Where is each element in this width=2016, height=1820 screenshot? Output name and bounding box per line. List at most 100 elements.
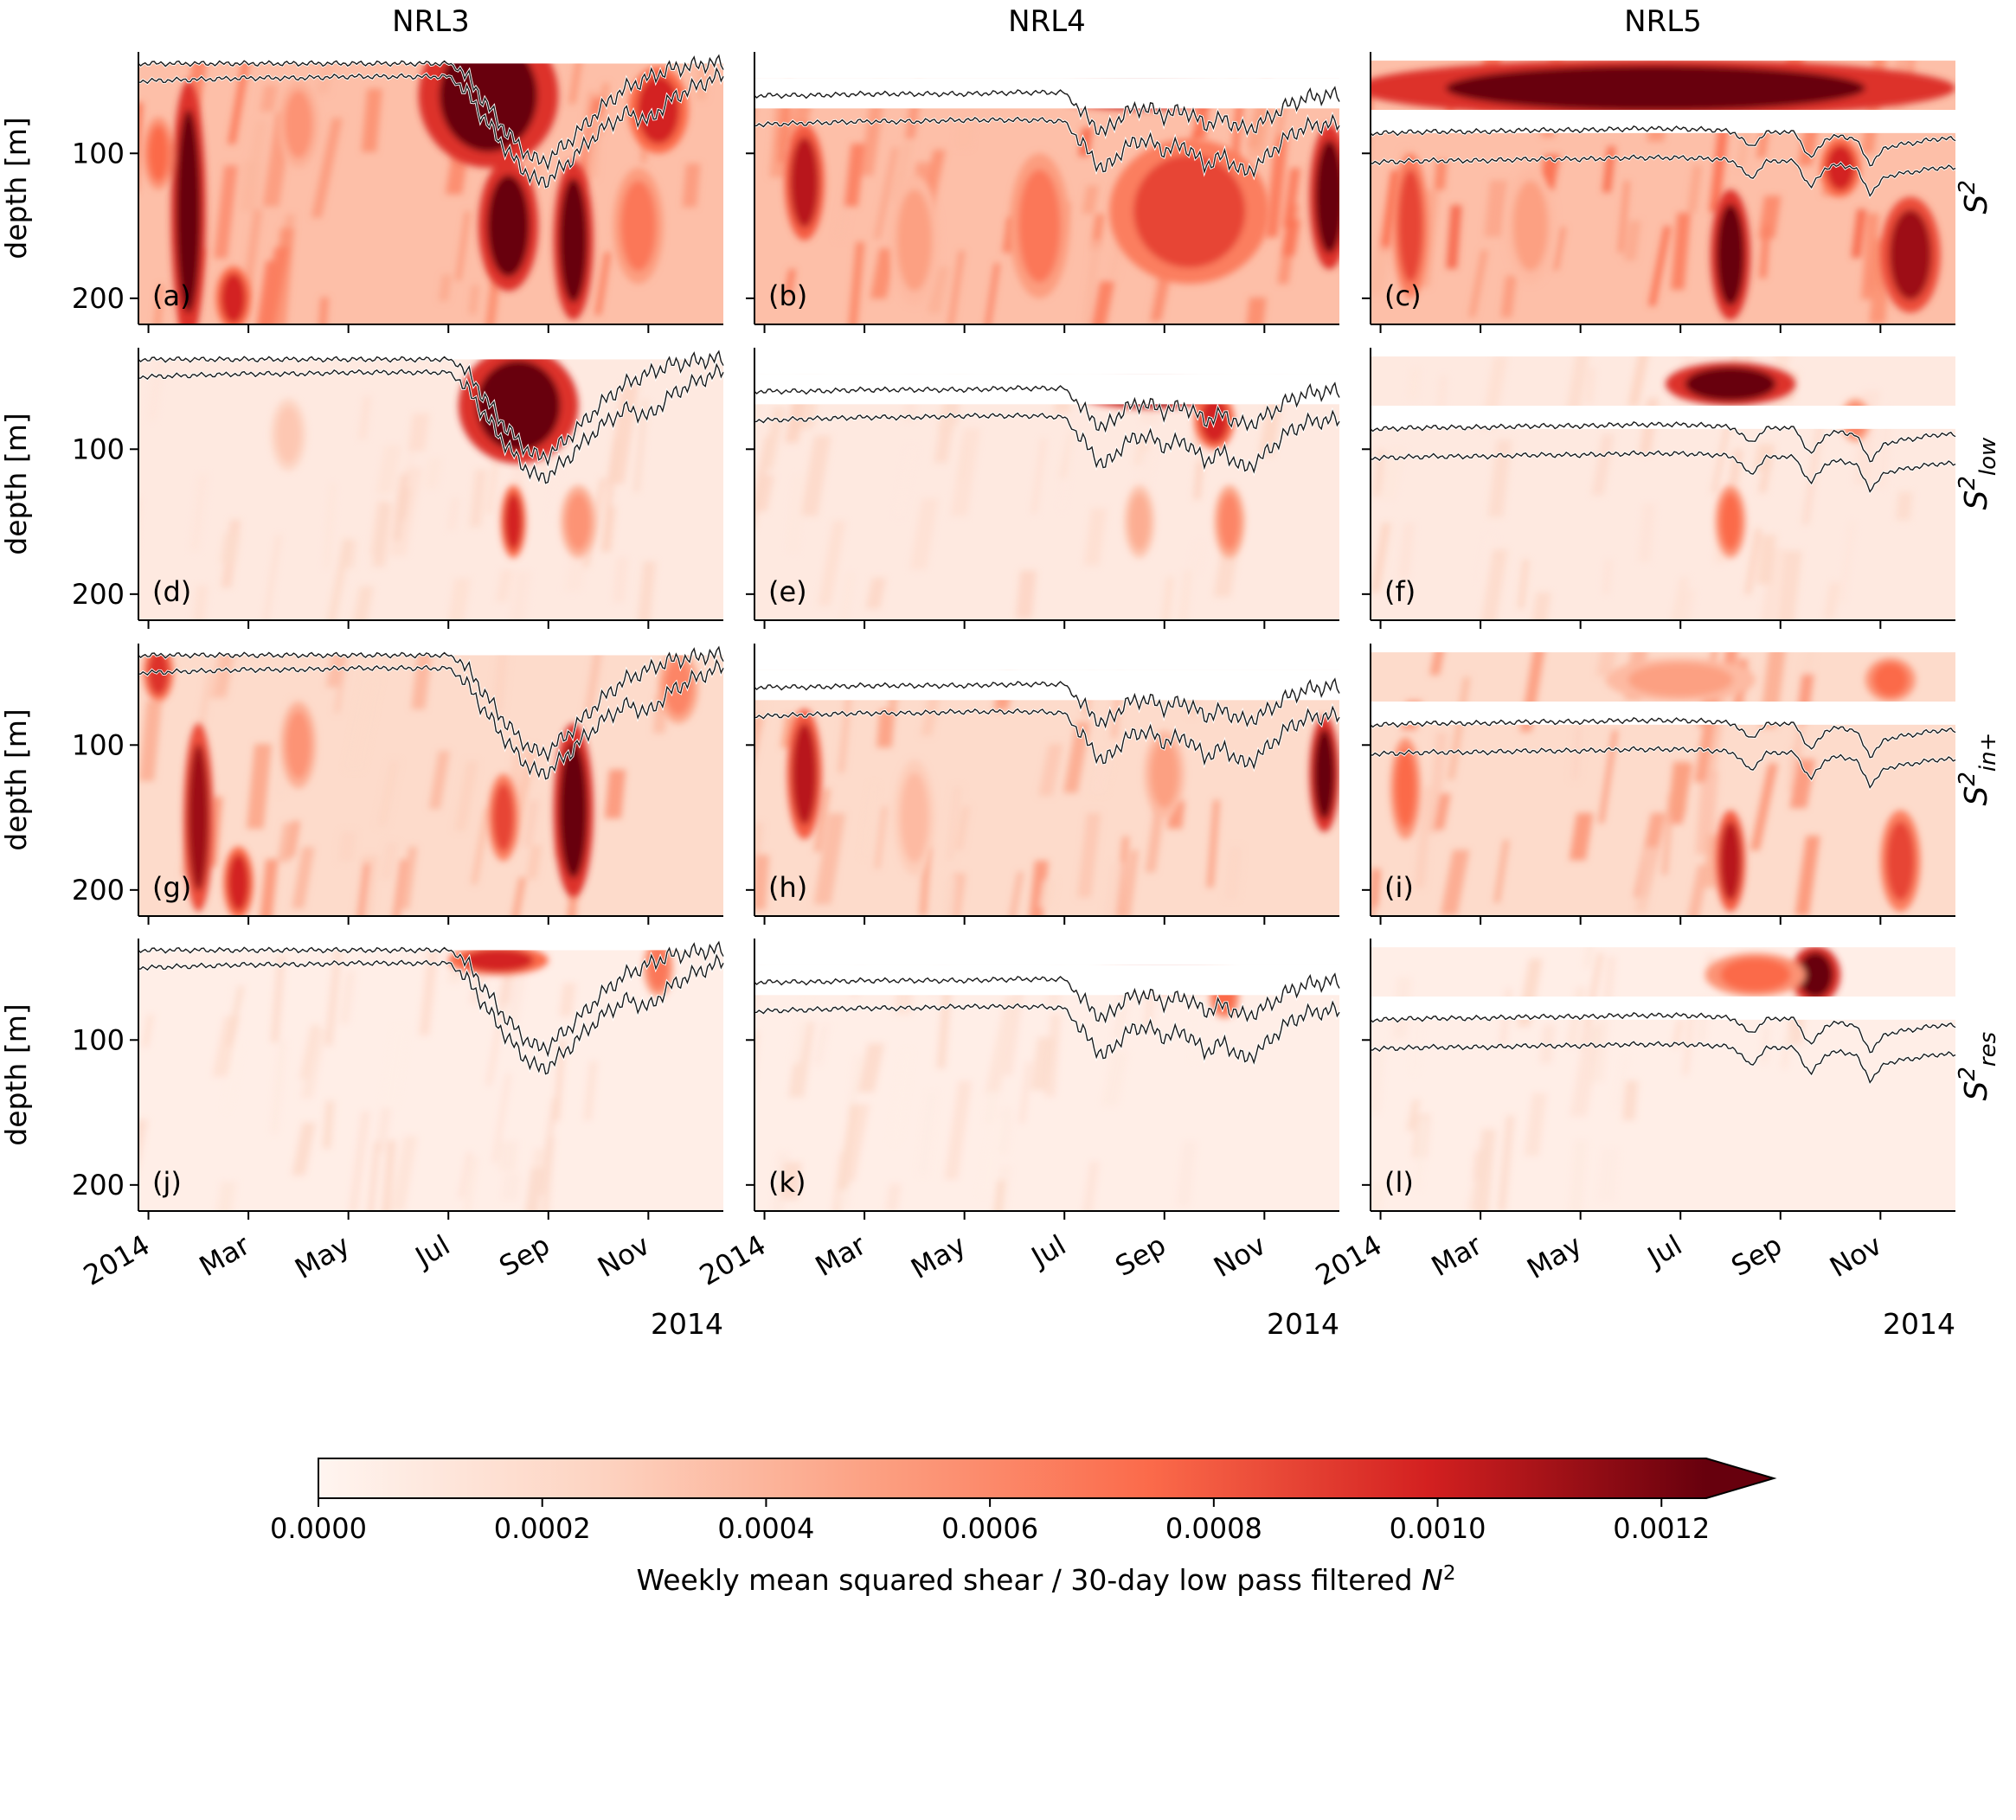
heatmap-streak <box>594 252 612 316</box>
heatmap-streak <box>337 831 356 862</box>
isopycnal-line <box>1370 125 1956 167</box>
heatmap-streak <box>1347 1163 1369 1240</box>
no-data-top <box>138 939 723 951</box>
heatmap-streak <box>260 535 282 620</box>
heatmap-blob-core <box>221 273 246 324</box>
heatmap-streak <box>189 474 209 552</box>
panel-c: (c) NRL5 S2 <box>1362 4 1994 333</box>
heatmap-streak <box>469 469 487 528</box>
heatmap-streak <box>1187 541 1206 574</box>
heatmap-streak <box>1434 160 1448 190</box>
x-tick-label: Jul <box>1024 1228 1071 1274</box>
heatmap-streak <box>1518 559 1530 609</box>
y-axis-label: depth [m] <box>0 1003 33 1145</box>
heatmap-streak <box>1378 447 1406 500</box>
heatmap-field <box>754 348 1339 620</box>
heatmap-highlights <box>143 644 699 916</box>
heatmap-streak <box>1398 523 1415 579</box>
x-axis-year: 2014 <box>1883 1307 1955 1341</box>
isopycnal-line <box>138 67 724 189</box>
heatmap-blob-core <box>504 493 523 550</box>
panel-letter: (b) <box>768 279 807 312</box>
heatmap-streak <box>141 1014 155 1048</box>
heatmap-streak <box>471 808 491 885</box>
heatmap-streak <box>737 695 754 773</box>
heatmap-field <box>1347 939 1955 1240</box>
heatmap-streak <box>813 788 831 852</box>
heatmap-streak <box>1030 1037 1056 1091</box>
heatmap-streak <box>491 644 511 714</box>
heatmap-streak <box>862 784 878 857</box>
x-tick-label: May <box>289 1228 355 1285</box>
x-tick-label: Nov <box>1824 1228 1887 1284</box>
isopycnal-line <box>1370 154 1956 197</box>
heatmap-streak <box>1524 1093 1547 1157</box>
heatmap-streak <box>919 847 932 916</box>
heatmap-streak <box>1101 1051 1129 1106</box>
heatmap-streak <box>1686 165 1703 213</box>
heatmap-streak <box>1487 439 1512 517</box>
heatmap-streak <box>1345 533 1357 577</box>
heatmap-streak <box>1595 644 1621 676</box>
heatmap-streak <box>1801 420 1825 525</box>
heatmap-streak <box>191 585 209 620</box>
heatmap-blob-core <box>463 949 534 972</box>
heatmap-blob-core <box>1398 169 1423 283</box>
heatmap-streak <box>1728 449 1743 485</box>
heatmap-streak <box>138 497 140 559</box>
heatmap-streak <box>491 1073 512 1163</box>
heatmap-streak <box>1414 1118 1428 1191</box>
heatmap-streak <box>270 956 286 1042</box>
y-axis-label: depth [m] <box>0 708 33 850</box>
heatmap-streak <box>1680 864 1710 916</box>
heatmap-streak <box>985 996 1020 1095</box>
heatmap-streak <box>936 990 952 1069</box>
heatmap-streak <box>1875 409 1894 488</box>
no-data-top <box>1371 52 1955 61</box>
heatmap-streak <box>1082 1161 1100 1211</box>
heatmap-streak <box>1613 1054 1630 1109</box>
row-label-text: S2res <box>1955 1032 2001 1101</box>
heatmap-streak <box>455 211 471 281</box>
heatmap-streak <box>408 413 430 452</box>
isopycnal-line <box>754 381 1340 433</box>
isopycnal-line <box>754 1000 1340 1065</box>
heatmap-streak <box>382 1027 408 1108</box>
heatmap-field <box>1345 348 1955 620</box>
heatmap-streak <box>376 445 401 494</box>
heatmap-streak <box>1623 221 1641 261</box>
panel-h: (h) <box>737 644 1341 925</box>
colorbar-tick-label: 0.0006 <box>941 1512 1038 1545</box>
heatmap-streak <box>77 672 90 734</box>
heatmap-streak <box>1794 836 1820 916</box>
no-data-top <box>1371 939 1955 948</box>
isopycnal-line <box>138 940 724 1058</box>
heatmap-streak <box>1371 247 1392 295</box>
heatmap-streak <box>1628 348 1658 407</box>
colorbar-tick-label: 0.0012 <box>1613 1512 1710 1545</box>
heatmap-blob-core <box>792 722 817 825</box>
no-data-top <box>138 644 723 656</box>
heatmap-streak <box>228 52 253 144</box>
heatmap-streak <box>1672 1020 1684 1048</box>
heatmap-streak <box>1030 438 1047 514</box>
heatmap-streak <box>1371 1047 1386 1114</box>
heatmap-blob-core <box>176 109 201 313</box>
row-label-text: S2low <box>1955 437 2001 510</box>
x-tick-label: Mar <box>1426 1228 1488 1284</box>
heatmap-streak <box>1264 134 1288 238</box>
colorbar-tick-label: 0.0010 <box>1390 1512 1486 1545</box>
heatmap-streak <box>1666 577 1690 620</box>
heatmap-streak <box>800 435 831 516</box>
heatmap-streak <box>361 88 382 152</box>
heatmap-streak <box>1345 628 1366 711</box>
x-tick-label: Mar <box>194 1228 256 1284</box>
heatmap-blob-core <box>1872 663 1909 697</box>
heatmap-streak <box>613 557 628 603</box>
heatmap-streak <box>604 769 626 819</box>
heatmap-background <box>1371 947 1955 1211</box>
heatmap-streak <box>1082 185 1099 214</box>
heatmap-streak <box>424 458 443 489</box>
heatmap-streak <box>299 1024 321 1080</box>
